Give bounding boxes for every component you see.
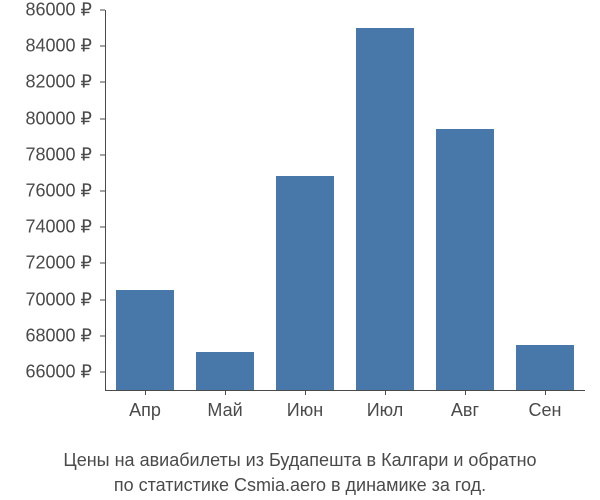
y-tick-mark: [100, 154, 105, 155]
x-tick-label: Апр: [129, 400, 161, 421]
bar: [276, 176, 334, 390]
y-tick-label: 78000 ₽: [25, 144, 92, 165]
y-tick-mark: [100, 118, 105, 119]
y-tick-mark: [100, 227, 105, 228]
y-axis: 66000 ₽ 68000 ₽ 70000 ₽ 72000 ₽ 74000 ₽ 76000…: [0, 10, 100, 390]
x-tick-mark: [145, 390, 146, 395]
x-tick-label: Июн: [287, 400, 323, 421]
x-tick-label: Авг: [451, 400, 479, 421]
y-tick-mark: [100, 371, 105, 372]
y-tick-label: 66000 ₽: [25, 361, 92, 382]
y-tick-label: 82000 ₽: [25, 72, 92, 93]
bar: [436, 129, 494, 390]
y-tick-label: 84000 ₽: [25, 36, 92, 57]
y-tick-mark: [100, 299, 105, 300]
x-tick-mark: [465, 390, 466, 395]
y-tick-label: 86000 ₽: [25, 0, 92, 21]
x-tick-label: Сен: [529, 400, 562, 421]
chart-caption: Цены на авиабилеты из Будапешта в Калгар…: [0, 448, 600, 498]
y-tick-label: 70000 ₽: [25, 289, 92, 310]
y-tick-mark: [100, 10, 105, 11]
caption-line-2: по статистике Csmia.aero в динамике за г…: [114, 475, 486, 495]
x-tick-mark: [545, 390, 546, 395]
y-tick-label: 72000 ₽: [25, 253, 92, 274]
x-tick-mark: [385, 390, 386, 395]
y-tick-mark: [100, 190, 105, 191]
y-tick-label: 68000 ₽: [25, 325, 92, 346]
x-tick-label: Июл: [367, 400, 404, 421]
x-tick-mark: [305, 390, 306, 395]
y-tick-label: 76000 ₽: [25, 180, 92, 201]
x-tick-mark: [225, 390, 226, 395]
y-tick-label: 80000 ₽: [25, 108, 92, 129]
bar: [196, 352, 254, 390]
x-axis-line: [105, 390, 585, 391]
bar: [116, 290, 174, 390]
bar: [516, 345, 574, 390]
y-tick-mark: [100, 335, 105, 336]
bars-group: [105, 10, 585, 390]
y-tick-mark: [100, 46, 105, 47]
price-chart: 66000 ₽ 68000 ₽ 70000 ₽ 72000 ₽ 74000 ₽ 76000…: [0, 0, 600, 500]
y-tick-label: 74000 ₽: [25, 217, 92, 238]
bar: [356, 28, 414, 390]
y-tick-mark: [100, 82, 105, 83]
caption-line-1: Цены на авиабилеты из Будапешта в Калгар…: [63, 450, 536, 470]
plot-area: [105, 10, 585, 390]
x-tick-label: Май: [207, 400, 242, 421]
y-tick-mark: [100, 263, 105, 264]
